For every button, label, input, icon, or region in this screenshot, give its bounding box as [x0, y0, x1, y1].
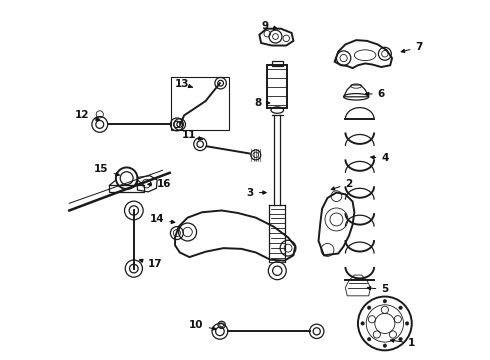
Text: 15: 15 [94, 164, 120, 176]
Circle shape [368, 337, 371, 341]
Bar [272, 60, 283, 66]
Text: 3: 3 [247, 188, 266, 198]
Text: 5: 5 [368, 284, 389, 294]
Circle shape [383, 344, 387, 347]
Bar [109, 185, 144, 192]
Text: 9: 9 [261, 21, 277, 31]
Text: 17: 17 [140, 259, 163, 269]
Text: 8: 8 [254, 98, 270, 108]
Text: 13: 13 [175, 79, 193, 89]
Text: 2: 2 [331, 179, 353, 190]
Text: 7: 7 [401, 42, 423, 53]
Circle shape [368, 306, 371, 310]
Text: 12: 12 [74, 111, 99, 121]
Circle shape [399, 306, 402, 310]
Text: 6: 6 [366, 89, 385, 99]
Text: 11: 11 [182, 130, 202, 140]
Text: 14: 14 [149, 215, 175, 224]
Bar [172, 77, 229, 130]
Circle shape [399, 337, 402, 341]
Circle shape [405, 321, 409, 325]
Text: 1: 1 [391, 338, 416, 348]
Bar [267, 65, 287, 108]
Circle shape [361, 321, 365, 325]
Text: 10: 10 [189, 320, 216, 330]
Text: 16: 16 [148, 179, 171, 189]
Circle shape [383, 300, 387, 303]
Text: 4: 4 [371, 153, 389, 163]
